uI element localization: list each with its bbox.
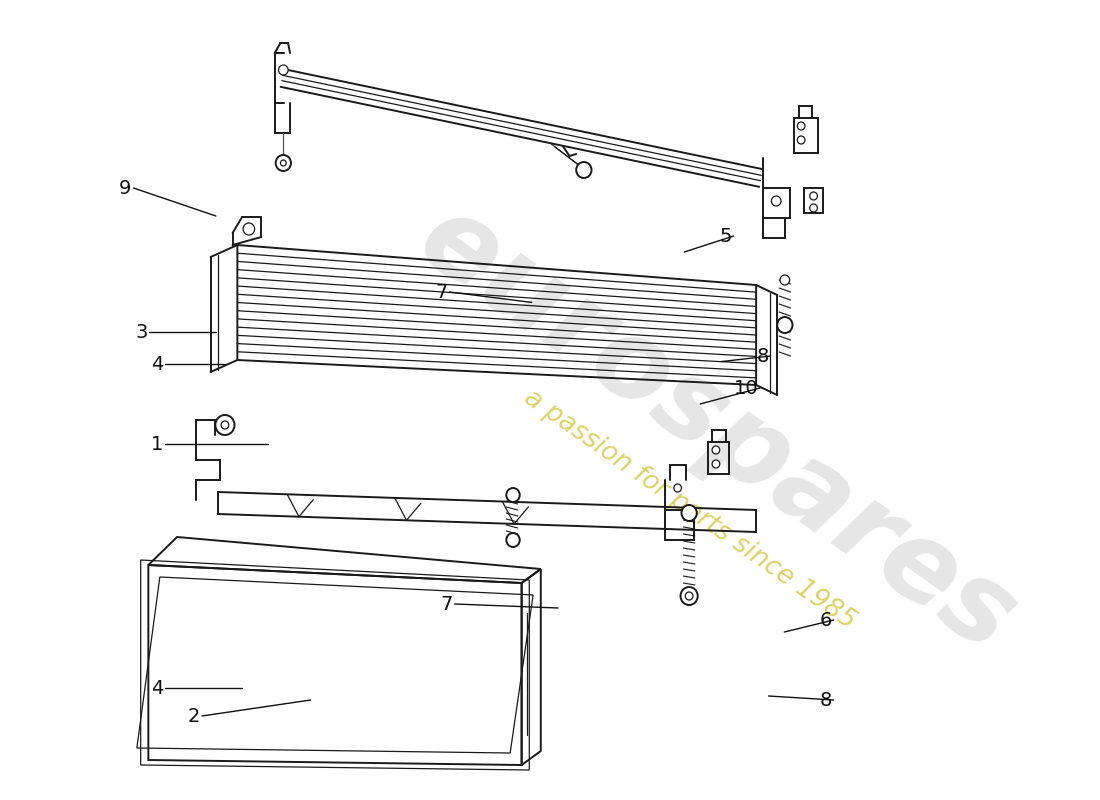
Text: 9: 9 (119, 178, 132, 198)
Circle shape (674, 484, 682, 492)
Circle shape (506, 488, 519, 502)
Circle shape (798, 136, 805, 144)
Text: 8: 8 (756, 346, 769, 366)
Text: eurospares: eurospares (399, 185, 1036, 675)
Circle shape (221, 421, 229, 429)
Circle shape (771, 196, 781, 206)
Text: 6: 6 (820, 610, 832, 630)
Text: 2: 2 (188, 706, 200, 726)
Circle shape (506, 533, 519, 547)
Circle shape (276, 155, 292, 171)
Circle shape (278, 65, 288, 75)
Text: 10: 10 (734, 378, 758, 398)
Circle shape (810, 192, 817, 200)
Circle shape (576, 162, 592, 178)
Text: 7: 7 (436, 282, 448, 302)
Circle shape (216, 415, 234, 435)
Circle shape (712, 460, 719, 468)
Text: 4: 4 (151, 354, 163, 374)
Circle shape (780, 275, 790, 285)
Circle shape (798, 122, 805, 130)
Text: 1: 1 (151, 434, 163, 454)
Text: 7: 7 (440, 594, 453, 614)
Circle shape (778, 317, 792, 333)
Circle shape (682, 505, 696, 521)
Circle shape (685, 592, 693, 600)
Text: 4: 4 (151, 678, 163, 698)
Text: a passion for parts since 1985: a passion for parts since 1985 (518, 385, 860, 635)
Circle shape (810, 204, 817, 212)
Circle shape (280, 160, 286, 166)
Text: 3: 3 (135, 322, 147, 342)
Circle shape (243, 223, 254, 235)
Text: 8: 8 (820, 690, 832, 710)
Circle shape (712, 446, 719, 454)
Circle shape (681, 587, 697, 605)
Text: 5: 5 (719, 226, 732, 246)
